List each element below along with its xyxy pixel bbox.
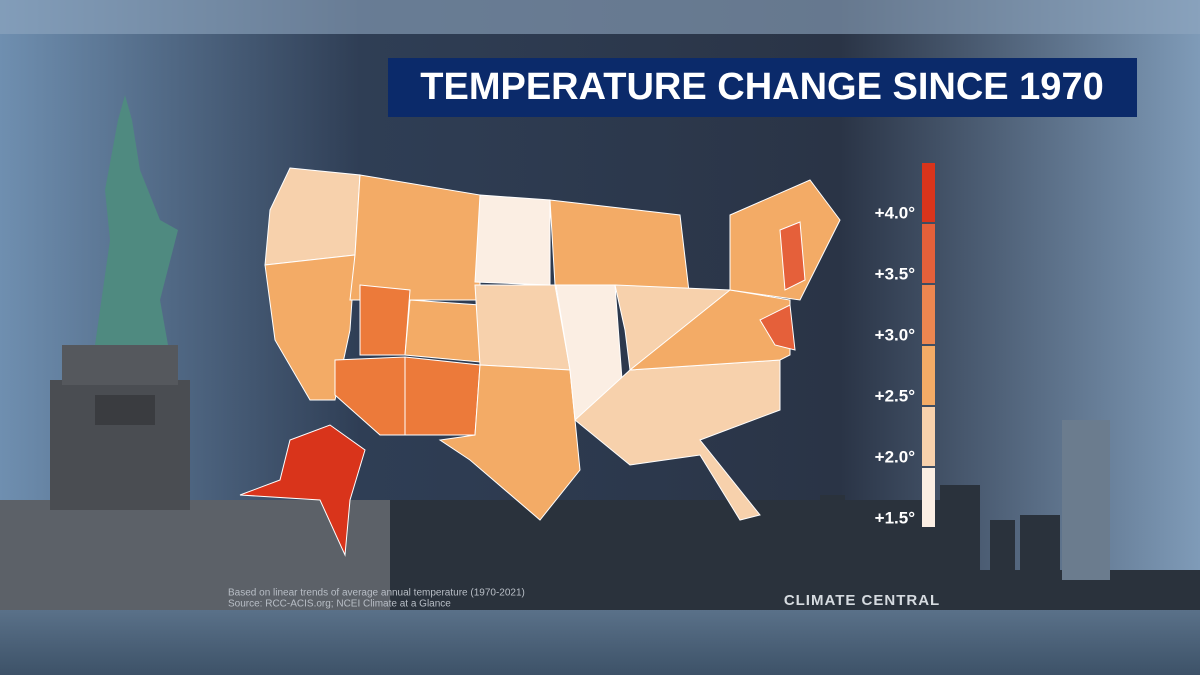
legend-swatch xyxy=(922,407,935,466)
water xyxy=(0,610,1200,675)
footnote: Source: RCC-ACIS.org; NCEI Climate at a … xyxy=(228,599,451,610)
legend-swatch xyxy=(922,163,935,222)
legend-label: +2.0° xyxy=(875,447,916,466)
legend-label: +4.0° xyxy=(875,203,916,222)
legend: +4.0° +3.5° +3.0° +2.5° +2.0° +1.5° xyxy=(875,163,935,527)
legend-label: +3.5° xyxy=(875,264,916,283)
footnote: Based on linear trends of average annual… xyxy=(228,588,525,599)
legend-swatch xyxy=(922,285,935,344)
legend-label: +2.5° xyxy=(875,386,916,405)
us-map xyxy=(239,167,841,557)
legend-label: +3.0° xyxy=(875,325,916,344)
title: TEMPERATURE CHANGE SINCE 1970 xyxy=(420,66,1103,108)
statue xyxy=(0,95,390,610)
tower xyxy=(1062,420,1110,580)
top-band xyxy=(0,0,1200,34)
logo: CLIMATE CENTRAL xyxy=(784,592,940,609)
legend-label: +1.5° xyxy=(875,508,916,527)
legend-swatch xyxy=(922,468,935,527)
legend-swatch xyxy=(922,346,935,405)
legend-swatch xyxy=(922,224,935,283)
title-box xyxy=(388,58,1137,117)
